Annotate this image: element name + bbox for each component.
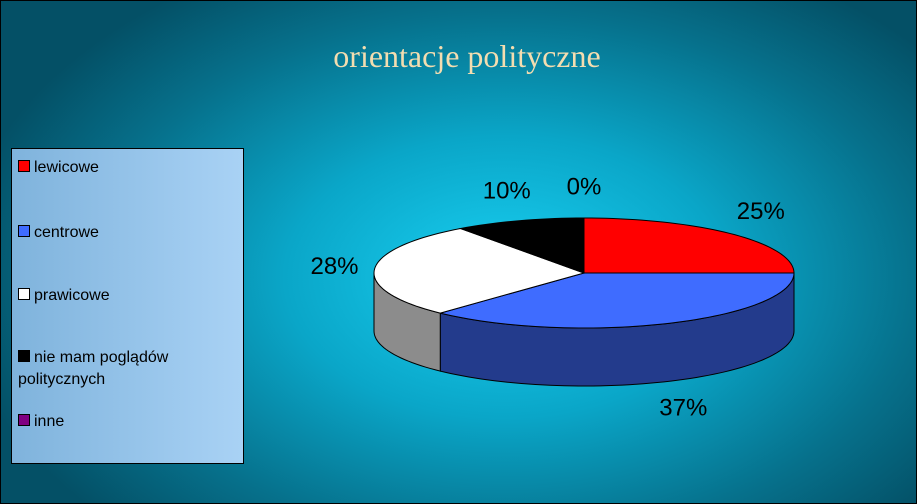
slice [583, 217, 795, 274]
legend-label: inne [34, 413, 65, 430]
data-label: 28% [310, 253, 358, 280]
slice [458, 217, 585, 274]
legend-label: prawicowe [34, 287, 110, 304]
legend-entry: inne [18, 411, 233, 433]
legend-label: centrowe [34, 224, 99, 241]
legend-label: lewicowe [34, 159, 99, 176]
legend-swatch [18, 160, 30, 172]
chart-title: orientacje polityczne [333, 38, 600, 74]
data-label: 0% [567, 173, 602, 200]
legend: lewicowe centrowe prawicowe nie mam poglądó… [11, 148, 244, 464]
legend-swatch [18, 225, 30, 237]
legend-swatch [18, 414, 30, 426]
legend-label: nie mam poglądów politycznych [18, 349, 169, 388]
legend-entry: prawicowe [18, 285, 233, 307]
legend-entry: lewicowe [18, 157, 233, 179]
legend-swatch [18, 288, 30, 300]
slice [440, 272, 795, 329]
legend-entry: centrowe [18, 222, 233, 244]
data-label: 10% [483, 178, 531, 205]
legend-swatch [18, 350, 30, 362]
data-label: 25% [737, 198, 785, 225]
legend-entry: nie mam poglądów politycznych [18, 347, 233, 391]
slice [373, 227, 586, 314]
data-label: 37% [659, 394, 707, 421]
